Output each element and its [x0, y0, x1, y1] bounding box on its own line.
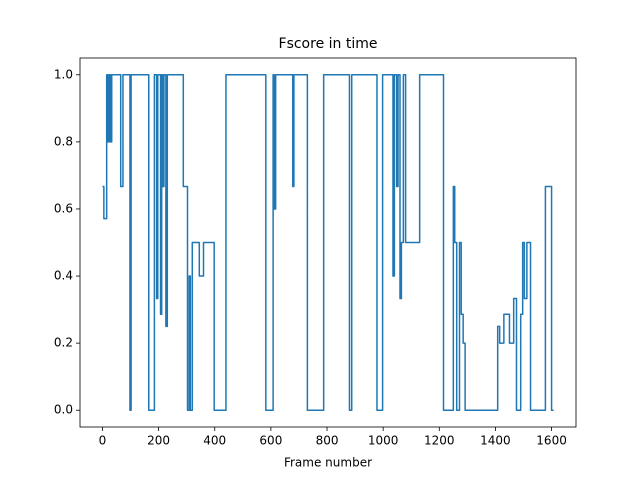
- x-tick-label: 800: [316, 434, 339, 448]
- y-tick-label: 0.0: [54, 403, 73, 417]
- y-tick-label: 1.0: [54, 67, 73, 81]
- y-tick-label: 0.4: [54, 269, 73, 283]
- x-tick-label: 600: [259, 434, 282, 448]
- x-tick-label: 1600: [536, 434, 567, 448]
- x-tick-label: 400: [203, 434, 226, 448]
- x-tick-label: 1200: [424, 434, 455, 448]
- x-axis-label: Frame number: [284, 456, 372, 470]
- x-tick-label: 1000: [368, 434, 399, 448]
- y-tick-label: 0.2: [54, 336, 73, 350]
- y-tick-label: 0.8: [54, 134, 73, 148]
- x-tick-label: 1400: [480, 434, 511, 448]
- x-tick-label: 200: [147, 434, 170, 448]
- x-tick-label: 0: [99, 434, 107, 448]
- line: [102, 74, 554, 411]
- chart-title: Fscore in time: [279, 36, 378, 52]
- axes-frame: [79, 57, 577, 428]
- y-tick-label: 0.6: [54, 201, 73, 215]
